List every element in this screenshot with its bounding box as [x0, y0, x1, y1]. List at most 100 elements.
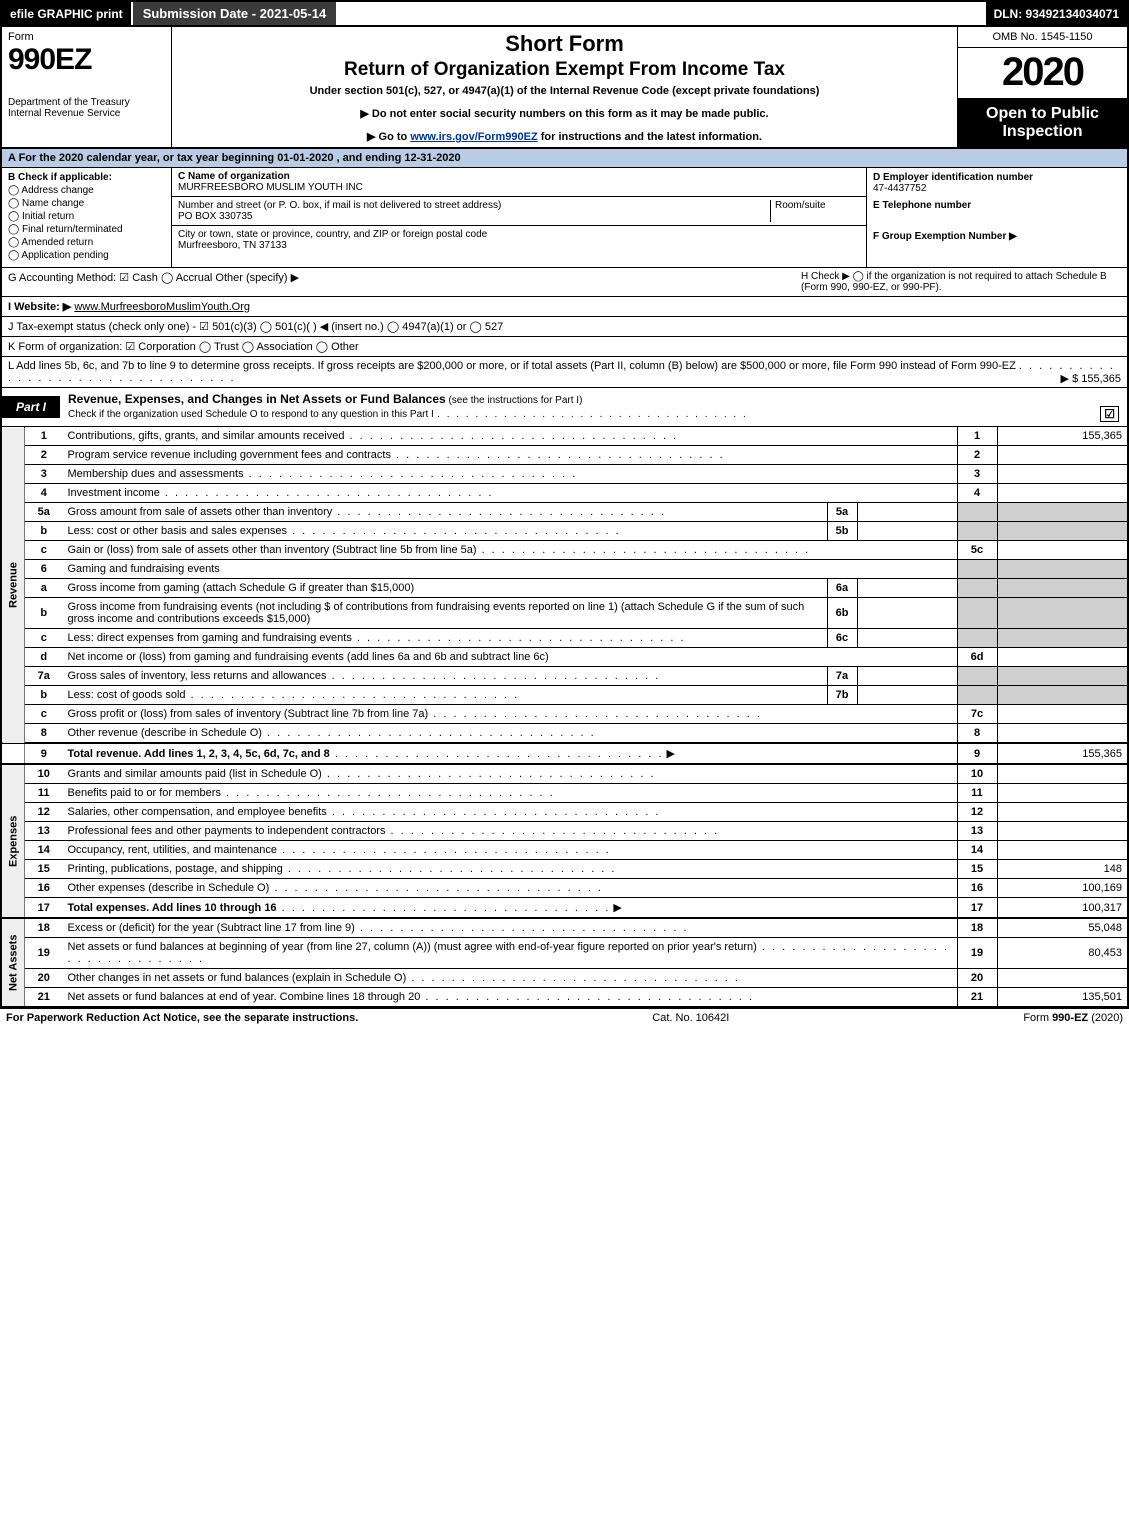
line-2-rval: [997, 446, 1127, 465]
line-16-num: 16: [25, 879, 63, 898]
line-20-rval: [997, 969, 1127, 988]
open-public: Open to Public Inspection: [958, 99, 1127, 147]
form-header: Form 990EZ Department of the Treasury In…: [0, 27, 1129, 149]
section-b: B Check if applicable: ◯ Address change …: [2, 168, 172, 267]
line-5a-num: 5a: [25, 503, 63, 522]
irs-link[interactable]: www.irs.gov/Form990EZ: [410, 131, 537, 143]
tax-year: 2020: [958, 48, 1127, 99]
line-14-num: 14: [25, 841, 63, 860]
line-19-rval: 80,453: [997, 938, 1127, 969]
line-8-rval: [997, 724, 1127, 744]
line-18-text: Excess or (deficit) for the year (Subtra…: [68, 922, 355, 934]
part1-header: Part I Revenue, Expenses, and Changes in…: [0, 388, 1129, 427]
line-5a-rvalshade: [997, 503, 1127, 522]
ein-value: 47-4437752: [873, 183, 1121, 194]
line-5b-subnum: 5b: [827, 522, 857, 541]
line-2-rnum: 2: [957, 446, 997, 465]
row-g: G Accounting Method: ☑ Cash ◯ Accrual Ot…: [8, 271, 801, 293]
entity-block: B Check if applicable: ◯ Address change …: [0, 168, 1129, 268]
expenses-side-label: Expenses: [2, 764, 25, 918]
e-label: E Telephone number: [873, 200, 1121, 211]
line-6c-num: c: [25, 629, 63, 648]
line-5a-rshade: [957, 503, 997, 522]
part1-check-text: Check if the organization used Schedule …: [68, 409, 434, 420]
line-5c-rval: [997, 541, 1127, 560]
line-13-num: 13: [25, 822, 63, 841]
dept-label: Department of the Treasury Internal Reve…: [8, 97, 165, 119]
part1-check-mark[interactable]: ☑: [1100, 406, 1119, 422]
line-12-text: Salaries, other compensation, and employ…: [68, 806, 327, 818]
line-10-rnum: 10: [957, 764, 997, 784]
b-title: B Check if applicable:: [8, 172, 165, 183]
line-5c-text: Gain or (loss) from sale of assets other…: [68, 544, 477, 556]
line-4-num: 4: [25, 484, 63, 503]
footer-mid: Cat. No. 10642I: [652, 1012, 729, 1024]
row-gh: G Accounting Method: ☑ Cash ◯ Accrual Ot…: [0, 268, 1129, 297]
line-10-rval: [997, 764, 1127, 784]
d-label: D Employer identification number: [873, 172, 1121, 183]
footer-left: For Paperwork Reduction Act Notice, see …: [6, 1012, 358, 1024]
line-15-num: 15: [25, 860, 63, 879]
line-21-text: Net assets or fund balances at end of ye…: [68, 991, 421, 1003]
row-h: H Check ▶ ◯ if the organization is not r…: [801, 271, 1121, 293]
line-21-rval: 135,501: [997, 988, 1127, 1008]
top-bar: efile GRAPHIC print Submission Date - 20…: [0, 0, 1129, 27]
line-1-num: 1: [25, 427, 63, 446]
line-14-rval: [997, 841, 1127, 860]
row-k: K Form of organization: ☑ Corporation ◯ …: [0, 337, 1129, 357]
chk-application-pending[interactable]: ◯ Application pending: [8, 250, 165, 261]
line-19-num: 19: [25, 938, 63, 969]
line-6a-num: a: [25, 579, 63, 598]
line-9-text: Total revenue. Add lines 1, 2, 3, 4, 5c,…: [68, 748, 330, 760]
line-5c-rnum: 5c: [957, 541, 997, 560]
l-text: L Add lines 5b, 6c, and 7b to line 9 to …: [8, 360, 1016, 372]
short-form-title: Short Form: [180, 31, 949, 57]
org-city: Murfreesboro, TN 37133: [178, 240, 287, 251]
line-6d-text: Net income or (loss) from gaming and fun…: [68, 651, 549, 663]
part1-tab: Part I: [2, 396, 60, 418]
line-13-rnum: 13: [957, 822, 997, 841]
line-16-rnum: 16: [957, 879, 997, 898]
line-7b-num: b: [25, 686, 63, 705]
chk-initial-return[interactable]: ◯ Initial return: [8, 211, 165, 222]
netassets-side-label: Net Assets: [2, 918, 25, 1007]
chk-name-change[interactable]: ◯ Name change: [8, 198, 165, 209]
line-14-rnum: 14: [957, 841, 997, 860]
line-9-num: 9: [25, 743, 63, 764]
dln-label: DLN: 93492134034071: [986, 2, 1127, 25]
line-20-text: Other changes in net assets or fund bala…: [68, 972, 407, 984]
line-5c-num: c: [25, 541, 63, 560]
main-title: Return of Organization Exempt From Incom…: [180, 59, 949, 81]
c-city-block: City or town, state or province, country…: [172, 226, 866, 254]
line-10-num: 10: [25, 764, 63, 784]
line-3-num: 3: [25, 465, 63, 484]
line-19-rnum: 19: [957, 938, 997, 969]
c-addr-block: Number and street (or P. O. box, if mail…: [172, 197, 866, 226]
line-7a-num: 7a: [25, 667, 63, 686]
line-6c-text: Less: direct expenses from gaming and fu…: [68, 632, 352, 644]
line-7c-num: c: [25, 705, 63, 724]
f-label: F Group Exemption Number ▶: [873, 231, 1121, 242]
room-label: Room/suite: [775, 200, 826, 211]
chk-amended-return[interactable]: ◯ Amended return: [8, 237, 165, 248]
line-6d-rval: [997, 648, 1127, 667]
revenue-side-label: Revenue: [2, 427, 25, 743]
section-c: C Name of organization MURFREESBORO MUSL…: [172, 168, 867, 267]
row-j: J Tax-exempt status (check only one) - ☑…: [0, 317, 1129, 337]
line-5b-text: Less: cost or other basis and sales expe…: [68, 525, 288, 537]
form-id-block: Form 990EZ Department of the Treasury In…: [2, 27, 172, 147]
line-6-num: 6: [25, 560, 63, 579]
line-6d-rnum: 6d: [957, 648, 997, 667]
chk-address-change[interactable]: ◯ Address change: [8, 185, 165, 196]
chk-final-return[interactable]: ◯ Final return/terminated: [8, 224, 165, 235]
line-1-rval: 155,365: [997, 427, 1127, 446]
part1-title: Revenue, Expenses, and Changes in Net As…: [60, 388, 1127, 426]
ssn-warning: ▶ Do not enter social security numbers o…: [180, 107, 949, 120]
line-8-rnum: 8: [957, 724, 997, 744]
org-address: PO BOX 330735: [178, 211, 253, 222]
line-7a-text: Gross sales of inventory, less returns a…: [68, 670, 327, 682]
line-2-num: 2: [25, 446, 63, 465]
footer-right: Form 990-EZ (2020): [1023, 1012, 1123, 1024]
line-19-text: Net assets or fund balances at beginning…: [68, 941, 757, 953]
efile-label: efile GRAPHIC print: [2, 2, 131, 25]
